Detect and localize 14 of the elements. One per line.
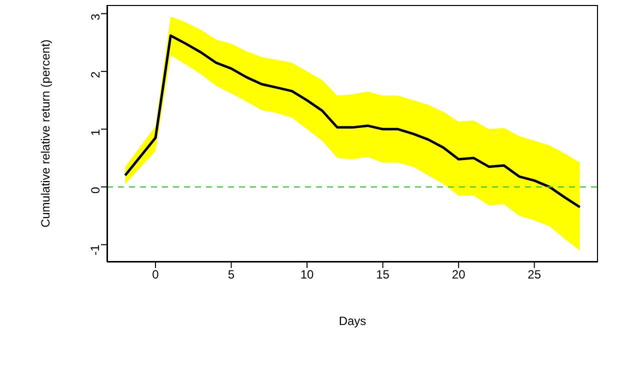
x-tick-label: 0 — [152, 268, 160, 282]
y-tick-label: 1 — [88, 128, 102, 136]
y-tick-label: -1 — [88, 244, 102, 256]
x-tick-label: 25 — [528, 268, 542, 282]
x-tick-label: 10 — [300, 268, 314, 282]
y-tick-label: 2 — [88, 71, 102, 78]
x-tick-label: 5 — [228, 268, 235, 282]
x-tick-label: 20 — [452, 268, 466, 282]
y-axis-title: Cumulative relative return (percent) — [38, 39, 52, 228]
x-axis-title: Days — [338, 314, 366, 328]
line-series — [124, 34, 582, 208]
x-tick-label: 15 — [376, 268, 390, 282]
y-tick-label: 0 — [88, 186, 102, 194]
y-tick-label: 3 — [88, 13, 102, 20]
